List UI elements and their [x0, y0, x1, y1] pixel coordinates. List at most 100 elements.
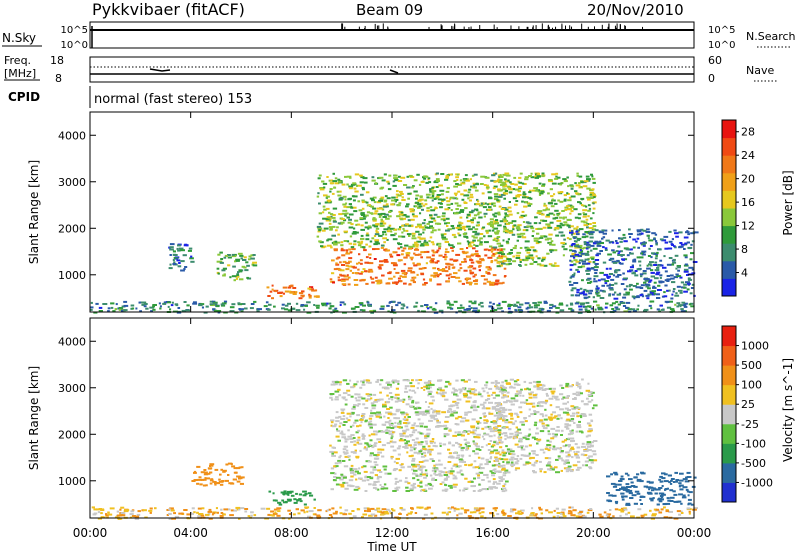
echo-cell [467, 411, 472, 414]
echo-cell [557, 199, 560, 202]
echo-cell [522, 229, 528, 232]
echo-cell [499, 174, 502, 177]
echo-cell [416, 240, 422, 243]
echo-cell [554, 466, 558, 469]
echo-cell [516, 239, 519, 242]
echo-cell [374, 474, 378, 477]
echo-cell [196, 511, 199, 514]
echo-cell [522, 196, 527, 199]
echo-cell [423, 239, 427, 242]
echo-cell [480, 515, 484, 518]
echo-cell [373, 444, 377, 447]
echo-cell [504, 172, 510, 175]
echo-cell [639, 264, 642, 267]
echo-cell [345, 262, 350, 265]
echo-cell [365, 399, 369, 402]
echo-cell [318, 222, 324, 225]
echo-cell [530, 225, 534, 228]
echo-cell [527, 204, 531, 207]
echo-cell [540, 219, 545, 222]
echo-cell [593, 269, 598, 272]
echo-cell [464, 228, 467, 231]
echo-cell [390, 457, 393, 460]
echo-cell [463, 438, 467, 441]
echo-cell [466, 194, 470, 197]
echo-cell [488, 427, 493, 430]
echo-cell [543, 301, 548, 304]
echo-cell [512, 508, 517, 511]
echo-cell [575, 430, 579, 433]
echo-cell [522, 221, 525, 223]
echo-cell [358, 467, 361, 470]
echo-cell [449, 198, 452, 201]
echo-cell [376, 399, 380, 402]
echo-cell [523, 205, 528, 208]
echo-cell [370, 507, 375, 510]
echo-cell [344, 175, 347, 178]
echo-cell [414, 473, 418, 476]
echo-cell [372, 309, 377, 312]
echo-cell [498, 205, 502, 208]
echo-cell [565, 396, 569, 399]
echo-cell [471, 253, 475, 256]
echo-cell [498, 199, 501, 202]
echo-cell [383, 415, 386, 418]
echo-cell [549, 465, 553, 468]
echo-cell [503, 225, 507, 228]
echo-cell [525, 229, 529, 232]
echo-cell [177, 249, 181, 252]
echo-cell [586, 262, 591, 265]
echo-cell [513, 224, 517, 227]
echo-cell [614, 306, 619, 309]
echo-cell [337, 459, 342, 462]
echo-cell [350, 395, 354, 398]
echo-cell [445, 190, 450, 193]
echo-cell [459, 304, 463, 307]
echo-cell [543, 235, 548, 238]
echo-cell [406, 186, 411, 189]
echo-cell [393, 174, 398, 177]
echo-cell [504, 190, 508, 192]
echo-cell [238, 269, 242, 272]
echo-cell [684, 242, 688, 245]
echo-cell [307, 492, 312, 495]
echo-cell [428, 487, 433, 490]
echo-cell [90, 301, 93, 304]
echo-cell [578, 228, 584, 231]
echo-cell [556, 224, 562, 227]
echo-cell [433, 311, 439, 314]
echo-cell [427, 390, 432, 393]
echo-cell [426, 207, 430, 210]
echo-cell [420, 441, 424, 444]
echo-cell [362, 309, 366, 312]
echo-cell [475, 509, 481, 512]
echo-cell [507, 206, 512, 209]
echo-cell [622, 233, 626, 236]
echo-cell [576, 172, 579, 175]
echo-cell [505, 174, 511, 177]
echo-cell [517, 180, 520, 183]
echo-cell [592, 453, 597, 456]
echo-cell [550, 413, 553, 416]
echo-cell [414, 512, 418, 514]
echo-cell [533, 237, 538, 240]
echo-cell [378, 430, 383, 433]
echo-cell [588, 227, 594, 229]
echo-cell [360, 421, 363, 424]
echo-cell [421, 453, 424, 455]
echo-cell [446, 187, 450, 190]
echo-cell [551, 392, 555, 395]
echo-cell [410, 258, 413, 261]
echo-cell [684, 480, 690, 483]
echo-cell [325, 196, 328, 199]
echo-cell [409, 208, 414, 211]
echo-cell [620, 238, 624, 241]
echo-cell [335, 229, 338, 232]
echo-cell [494, 259, 498, 262]
echo-cell [614, 483, 618, 486]
echo-cell [302, 295, 305, 298]
echo-cell [656, 289, 662, 291]
echo-cell [183, 268, 186, 270]
echo-cell [576, 424, 581, 427]
echo-cell [199, 483, 203, 486]
